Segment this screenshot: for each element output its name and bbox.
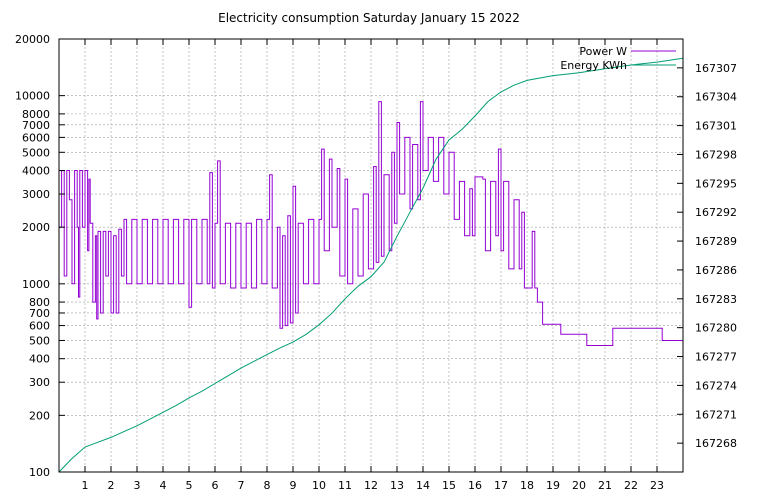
x-tick-label: 18 xyxy=(520,479,534,492)
x-tick-label: 21 xyxy=(598,479,612,492)
x-tick-label: 17 xyxy=(494,479,508,492)
y-right-tick-label: 167289 xyxy=(695,235,737,248)
x-tick-label: 14 xyxy=(416,479,430,492)
x-tick-label: 9 xyxy=(290,479,297,492)
y-right-tick-label: 167298 xyxy=(695,148,737,161)
y-right-tick-label: 167271 xyxy=(695,408,737,421)
energy-series-line xyxy=(58,57,684,473)
y-right-tick-label: 167268 xyxy=(695,437,737,450)
y-left-tick-label: 100 xyxy=(29,466,50,479)
x-tick-label: 15 xyxy=(442,479,456,492)
grid xyxy=(59,38,683,473)
y-left-tick-label: 2000 xyxy=(22,221,50,234)
y-right-tick-label: 167283 xyxy=(695,293,737,306)
chart-title: Electricity consumption Saturday January… xyxy=(218,11,520,25)
y-left-tick-label: 8000 xyxy=(22,108,50,121)
y-left-tick-label: 7000 xyxy=(22,119,50,132)
y-right-tick-label: 167280 xyxy=(695,322,737,335)
y-left-tick-label: 10000 xyxy=(15,90,50,103)
x-tick-label: 19 xyxy=(546,479,560,492)
y-left-tick-label: 6000 xyxy=(22,131,50,144)
y-left-tick-label: 300 xyxy=(29,376,50,389)
x-tick-label: 3 xyxy=(134,479,141,492)
power-series-line xyxy=(59,101,683,346)
x-tick-label: 12 xyxy=(364,479,378,492)
legend-label-power: Power W xyxy=(579,45,627,58)
x-tick-label: 8 xyxy=(264,479,271,492)
y-left-tick-label: 500 xyxy=(29,334,50,347)
y-right-tick-label: 167286 xyxy=(695,264,737,277)
x-tick-label: 2 xyxy=(108,479,115,492)
y-left-tick-label: 5000 xyxy=(22,146,50,159)
y-right-tick-label: 167304 xyxy=(695,91,737,104)
legend-label-energy: Energy KWh xyxy=(560,59,627,72)
y-left-tick-label: 20000 xyxy=(15,33,50,46)
y-right-tick-label: 167277 xyxy=(695,351,737,364)
x-tick-label: 22 xyxy=(624,479,638,492)
x-tick-label: 13 xyxy=(390,479,404,492)
x-tick-label: 11 xyxy=(338,479,352,492)
y-left-tick-label: 1000 xyxy=(22,278,50,291)
x-tick-label: 10 xyxy=(312,479,326,492)
x-tick-label: 1 xyxy=(82,479,89,492)
y-right-tick-label: 167295 xyxy=(695,177,737,190)
y-left-tick-label: 200 xyxy=(29,409,50,422)
legend: Power W Energy KWh xyxy=(560,45,676,72)
x-tick-label: 6 xyxy=(212,479,219,492)
y-left-tick-label: 4000 xyxy=(22,165,50,178)
y-right-tick-label: 167292 xyxy=(695,206,737,219)
y-right-tick-label: 167307 xyxy=(695,62,737,75)
x-tick-label: 5 xyxy=(186,479,193,492)
y-left-tick-label: 800 xyxy=(29,296,50,309)
y-left-tick-label: 400 xyxy=(29,353,50,366)
x-tick-label: 16 xyxy=(468,479,482,492)
y-right-tick-label: 167301 xyxy=(695,120,737,133)
y-left-tick-label: 3000 xyxy=(22,188,50,201)
x-tick-label: 7 xyxy=(238,479,245,492)
x-tick-label: 4 xyxy=(160,479,167,492)
y-right-tick-label: 167274 xyxy=(695,379,737,392)
series-layer xyxy=(58,57,684,473)
y-left-tick-label: 700 xyxy=(29,307,50,320)
y-left-tick-label: 600 xyxy=(29,320,50,333)
x-tick-label: 20 xyxy=(572,479,586,492)
x-tick-label: 23 xyxy=(650,479,664,492)
axis-ticks: 1 2 3 4 5 6 7 8 9 10 11 12 13 14 15 16 17 18 19 20 21 22 23100… xyxy=(15,33,737,492)
